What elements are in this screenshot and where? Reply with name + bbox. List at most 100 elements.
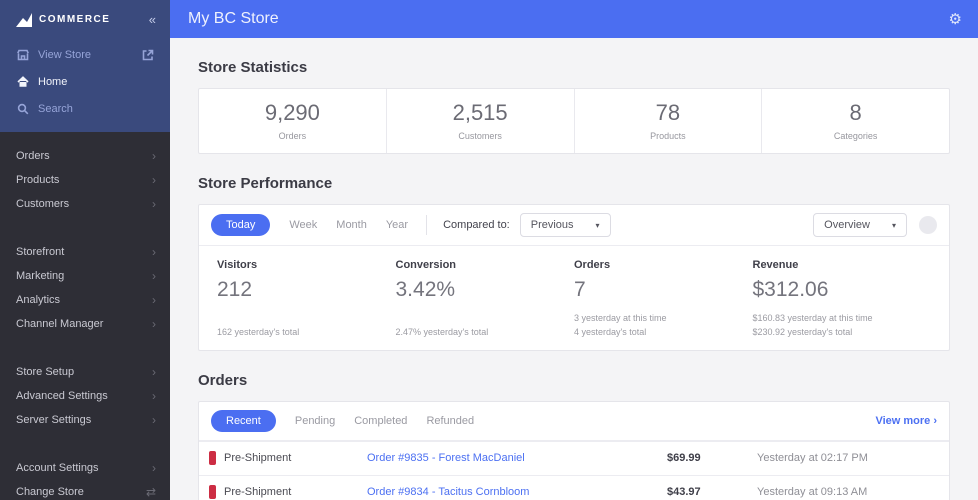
tab-refunded[interactable]: Refunded (426, 414, 475, 427)
bigcommerce-logo: COMMERCE (16, 12, 149, 27)
order-link[interactable]: Order #9834 - Tacitus Cornbloom (367, 486, 530, 499)
sidebar-item-marketing[interactable]: Marketing › (0, 264, 170, 288)
tab-recent[interactable]: Recent (211, 409, 276, 432)
sidebar-item-storefront[interactable]: Storefront › (0, 240, 170, 264)
sidebar-item-label: Search (38, 102, 73, 115)
logo-text: COMMERCE (39, 14, 111, 25)
view-more-link[interactable]: View more › (875, 415, 937, 427)
sidebar-item-store-setup[interactable]: Store Setup › (0, 360, 170, 384)
toolbar-circle-button[interactable] (919, 216, 937, 234)
metric-conversion: Conversion 3.42% 2.47% yesterday's total (396, 259, 575, 340)
sidebar-item-label: View Store (38, 48, 91, 61)
chevron-right-icon: › (152, 173, 156, 187)
sidebar-item-label: Products (16, 174, 60, 186)
stat-label: Categories (833, 131, 878, 141)
chevron-down-icon: ▾ (891, 220, 896, 230)
swap-icon: ⇄ (145, 485, 156, 499)
chevron-right-icon: › (152, 317, 156, 331)
stat-categories: 8 Categories (762, 89, 949, 153)
sidebar-item-label: Change Store (16, 486, 84, 498)
metric-subtext: 4 yesterday's total (574, 326, 647, 337)
sidebar-item-account-settings[interactable]: Account Settings › (0, 456, 170, 480)
home-icon (16, 75, 29, 88)
compare-select-value: Previous (530, 219, 574, 231)
sidebar-item-orders[interactable]: Orders › (0, 144, 170, 168)
metric-label: Orders (574, 259, 611, 271)
chevron-right-icon: › (152, 197, 156, 211)
overview-select-value: Overview (824, 219, 870, 231)
sidebar-item-label: Analytics (16, 294, 61, 306)
sidebar-item-label: Marketing (16, 270, 65, 282)
metric-orders: Orders 7 3 yesterday at this time 4 yest… (574, 259, 753, 340)
order-time: Yesterday at 09:13 AM (757, 486, 868, 499)
order-status-label: Pre-Shipment (224, 486, 292, 499)
sidebar-item-search[interactable]: Search (0, 95, 170, 122)
sidebar-group-storefront: Storefront › Marketing › Analytics › Cha… (0, 234, 170, 344)
compare-select[interactable]: Previous ▾ (519, 213, 611, 237)
sidebar-nav: Orders › Products › Customers › Storefro… (0, 132, 170, 500)
order-time: Yesterday at 02:17 PM (757, 452, 868, 465)
stat-label: Products (650, 131, 686, 141)
tab-completed[interactable]: Completed (354, 414, 408, 427)
sidebar-top: COMMERCE « View Store Home (0, 0, 170, 132)
tab-year[interactable]: Year (385, 219, 409, 231)
sidebar-item-advanced-settings[interactable]: Advanced Settings › (0, 384, 170, 408)
metric-subtext: 3 yesterday at this time (574, 313, 667, 323)
orders-card: Recent Pending Completed Refunded View m… (198, 400, 950, 500)
chevron-down-icon: ▾ (595, 220, 600, 230)
orders-heading: Orders (198, 371, 248, 389)
stat-value: 8 (849, 100, 862, 125)
performance-metrics: Visitors 212 162 yesterday's total Conve… (199, 246, 949, 350)
stat-value: 9,290 (264, 100, 320, 125)
store-performance-card: Today Week Month Year Compared to: Previ… (198, 204, 950, 351)
metric-subtext: $160.83 yesterday at this time (752, 313, 873, 323)
metric-value: 7 (574, 278, 586, 301)
sidebar-item-channel-manager[interactable]: Channel Manager › (0, 312, 170, 336)
sidebar-item-view-store[interactable]: View Store (0, 41, 170, 68)
sidebar-collapse-icon[interactable]: « (148, 12, 156, 27)
metric-revenue: Revenue $312.06 $160.83 yesterday at thi… (753, 259, 932, 340)
tab-pending[interactable]: Pending (294, 414, 336, 427)
chevron-right-icon: › (152, 269, 156, 283)
status-badge (209, 451, 216, 466)
order-link[interactable]: Order #9835 - Forest MacDaniel (367, 452, 525, 465)
sidebar-group-commerce: Orders › Products › Customers › (0, 138, 170, 224)
order-price: $43.97 (667, 486, 701, 499)
sidebar-item-label: Store Setup (16, 366, 75, 378)
toolbar-divider (426, 215, 428, 235)
table-row[interactable]: Pre-Shipment Order #9834 - Tacitus Cornb… (199, 474, 949, 500)
sidebar-item-label: Advanced Settings (16, 390, 108, 402)
stat-products: 78 Products (575, 89, 763, 153)
chevron-right-icon: › (152, 149, 156, 163)
tab-today[interactable]: Today (211, 214, 271, 236)
orders-toolbar: Recent Pending Completed Refunded View m… (199, 402, 949, 441)
chevron-right-icon: › (152, 293, 156, 307)
sidebar-item-label: Storefront (16, 246, 65, 258)
stat-label: Orders (278, 131, 307, 141)
sidebar-item-label: Home (38, 75, 68, 88)
sidebar-item-label: Account Settings (16, 462, 99, 474)
metric-visitors: Visitors 212 162 yesterday's total (217, 259, 396, 340)
stat-label: Customers (458, 131, 502, 141)
top-header: My BC Store ⚙ (170, 0, 978, 38)
sidebar-item-server-settings[interactable]: Server Settings › (0, 408, 170, 432)
sidebar-item-change-store[interactable]: Change Store ⇄ (0, 480, 170, 500)
gear-icon[interactable]: ⚙ (948, 11, 962, 28)
tab-week[interactable]: Week (289, 219, 318, 231)
sidebar-item-analytics[interactable]: Analytics › (0, 288, 170, 312)
overview-select[interactable]: Overview ▾ (813, 213, 907, 237)
sidebar-item-home[interactable]: Home (0, 68, 170, 95)
sidebar-group-account: Account Settings › Change Store ⇄ Log Ou… (0, 450, 170, 500)
sidebar-item-products[interactable]: Products › (0, 168, 170, 192)
table-row[interactable]: Pre-Shipment Order #9835 - Forest MacDan… (199, 440, 949, 475)
sidebar-item-label: Server Settings (16, 414, 92, 426)
main-area: My BC Store ⚙ Store Statistics 9,290 Ord… (170, 0, 978, 500)
store-statistics-card: 9,290 Orders 2,515 Customers 78 Products… (198, 88, 950, 154)
sidebar-item-customers[interactable]: Customers › (0, 192, 170, 216)
stat-orders: 9,290 Orders (199, 89, 387, 153)
storefront-icon (16, 48, 29, 61)
tab-month[interactable]: Month (336, 219, 367, 231)
order-status: Pre-Shipment (209, 451, 367, 466)
metric-subtext: 162 yesterday's total (217, 326, 300, 337)
